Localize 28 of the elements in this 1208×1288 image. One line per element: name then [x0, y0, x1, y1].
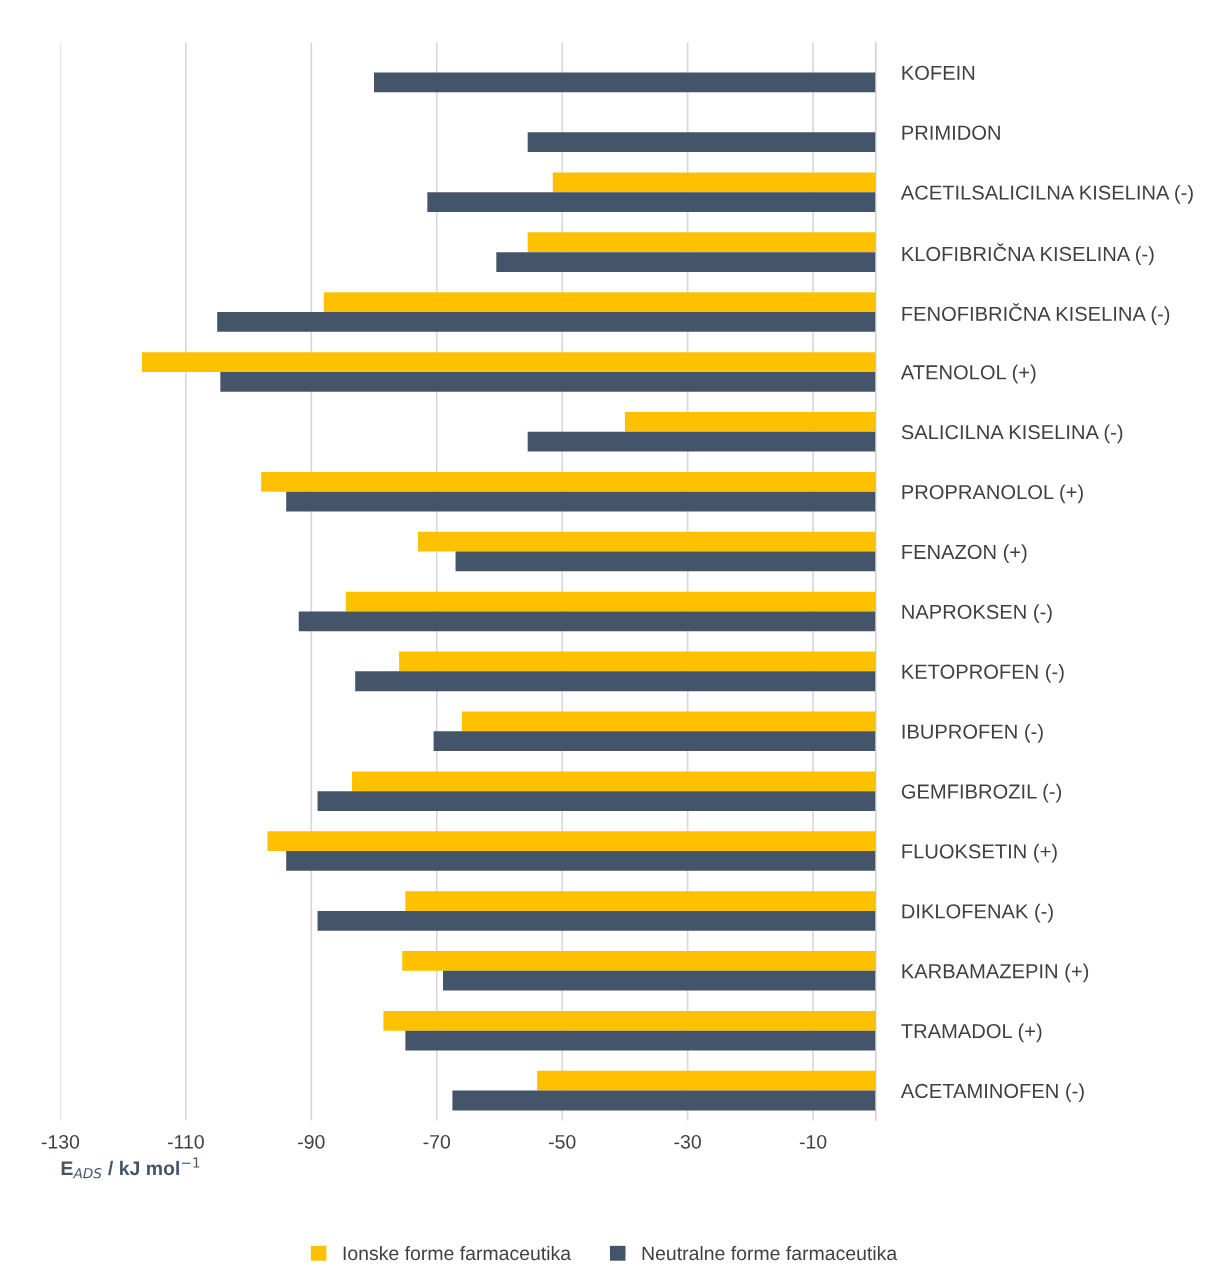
legend-label: Ionske forme farmaceutika [343, 1245, 572, 1261]
x-tick-label: -110 [167, 1134, 204, 1149]
y-tick-label: KLOFIBRIČNA KISELINA (-) [902, 243, 1154, 266]
y-tick-label: PROPRANOLOL (+) [902, 484, 1083, 504]
y-tick-label: NAPROKSEN (-) [902, 604, 1052, 623]
y-tick-label: GEMFIBROZIL (-) [901, 783, 1062, 803]
y-tick-label: FENOFIBRIČNA KISELINA (-) [902, 303, 1170, 325]
y-tick-label: SALICILNA KISELINA (-) [901, 424, 1123, 444]
y-tick-label: FENAZON (+) [902, 544, 1027, 564]
x-tick-label: -50 [549, 1134, 576, 1149]
x-tick-label: -70 [423, 1134, 451, 1149]
x-tick-label: -130 [41, 1134, 80, 1149]
x-tick-label: -90 [298, 1134, 325, 1149]
y-tick-label: ATENOLOL (+) [900, 364, 1036, 384]
y-tick-label: DIKLOFENAK (-) [902, 903, 1053, 923]
legend-label: Neutralne forme farmaceutika [642, 1245, 898, 1261]
y-tick-label: TRAMADOL (+) [901, 1023, 1042, 1043]
y-tick-label: KOFEIN [902, 65, 975, 80]
x-axis-title: E$_{ADS}$ / kJ mol$^{−1}$ [61, 1157, 200, 1179]
y-tick-label: IBUPROFEN (-) [902, 723, 1043, 743]
y-tick-label: PRIMIDON [902, 125, 1000, 140]
x-tick-label: -10 [799, 1134, 827, 1149]
y-tick-label: ACETAMINOFEN (-) [900, 1083, 1084, 1103]
y-tick-label: KARBAMAZEPIN (+) [902, 963, 1089, 983]
y-tick-label: ACETILSALICILNA KISELINA (-) [900, 184, 1193, 204]
x-tick-label: -30 [674, 1134, 701, 1149]
y-tick-label: FLUOKSETIN (+) [902, 843, 1057, 863]
y-tick-label: KETOPROFEN (-) [902, 664, 1064, 683]
